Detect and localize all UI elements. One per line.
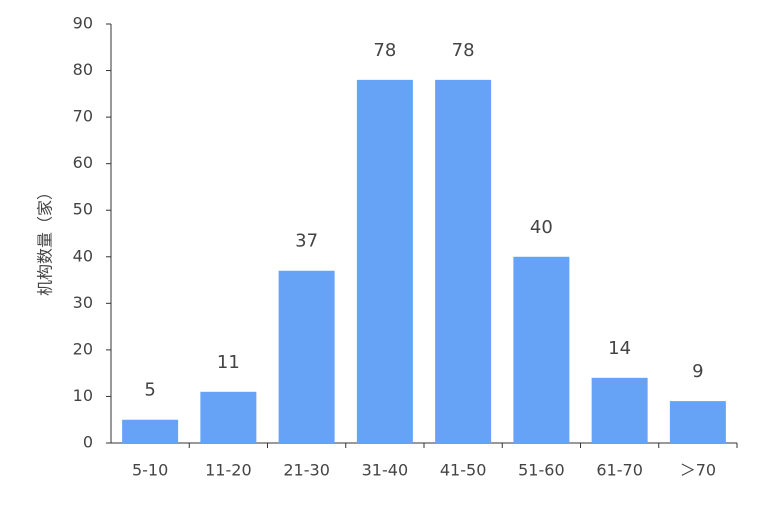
x-tick-label: 5-10 [132,461,168,480]
y-tick-label: 50 [73,200,93,219]
y-tick-label: 30 [73,293,93,312]
data-label: 14 [608,338,631,359]
y-tick-label: 90 [73,14,93,33]
y-tick-label: 20 [73,339,93,358]
data-label: 78 [373,40,396,61]
x-tick-label: 11-20 [205,461,252,480]
x-tick-label: 21-30 [283,461,330,480]
x-tick-label: 31-40 [362,461,409,480]
bar [122,419,179,443]
x-tick-label: ＞70 [680,461,716,480]
x-tick-label: 51-60 [518,461,565,480]
data-label: 11 [217,352,240,373]
bar [200,391,257,443]
x-tick-label: 61-70 [596,461,643,480]
y-tick-label: 40 [73,246,93,265]
bar [513,256,570,443]
bar [591,377,648,443]
bar [356,79,413,443]
data-label: 78 [452,40,475,61]
x-tick-label: 41-50 [440,461,487,480]
y-tick-label: 10 [73,386,93,405]
data-label: 40 [530,217,553,238]
data-label: 37 [295,231,318,252]
y-tick-label: 60 [73,153,93,172]
bar [669,401,726,443]
y-tick-label: 0 [83,433,93,452]
y-tick-label: 70 [73,107,93,126]
data-label: 9 [692,361,703,382]
data-label: 5 [144,380,155,401]
bar [278,270,335,443]
bar [435,79,492,443]
y-axis-title: 机构数量（家） [36,184,55,296]
y-tick-label: 80 [73,60,93,79]
